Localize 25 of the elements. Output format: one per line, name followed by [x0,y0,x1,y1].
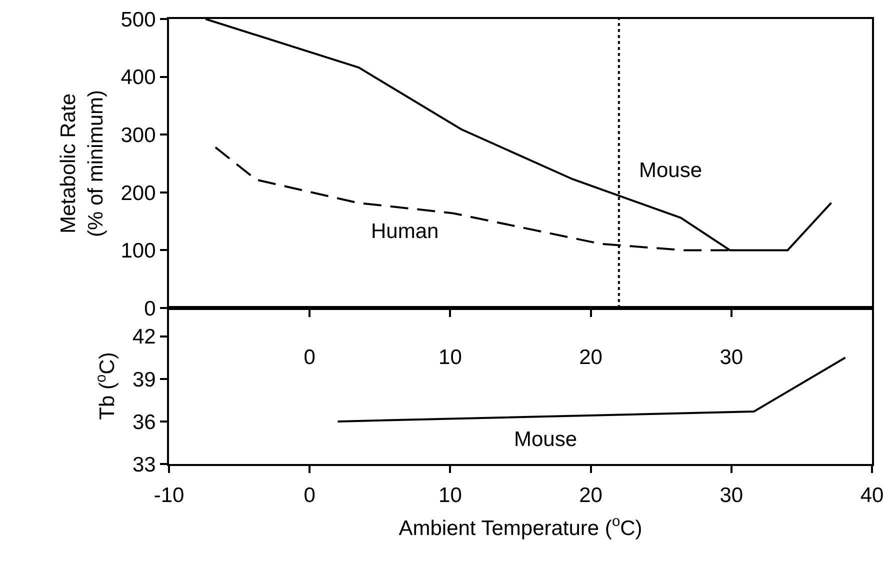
y-tick-label: 33 [132,453,156,476]
y-tick-label: 400 [120,66,156,90]
x-tick-label: 0 [304,346,316,370]
x-tick-label: 30 [720,484,744,508]
y-tick-label: 200 [120,182,156,205]
x-axis-title: Ambient Temperature ($^{o}$C) [398,514,642,540]
x-tick-label: 0 [304,484,316,508]
y-tick-label: 300 [120,124,156,147]
x-tick-label: 40 [860,484,884,508]
x-tick-label: 20 [579,346,602,370]
series-label: Mouse [639,159,702,182]
x-tick-label: 10 [438,346,462,370]
x-tick-label: 30 [720,346,744,370]
y-tick-label: 39 [132,368,156,392]
x-tick-label: 10 [438,484,462,508]
series-label: Mouse [514,428,578,451]
y-tick-label: 100 [120,240,156,263]
x-tick-label: -10 [154,484,184,508]
y-tick-label: 42 [132,326,156,349]
y-tick-label: 36 [132,410,156,434]
series-label: Human [371,220,439,243]
y-axis-title: Metabolic Rate (% of minimum) [57,90,108,238]
y-tick-label: 0 [144,297,156,320]
y-tick-label: 500 [120,8,156,32]
x-tick-label: 20 [579,484,602,508]
